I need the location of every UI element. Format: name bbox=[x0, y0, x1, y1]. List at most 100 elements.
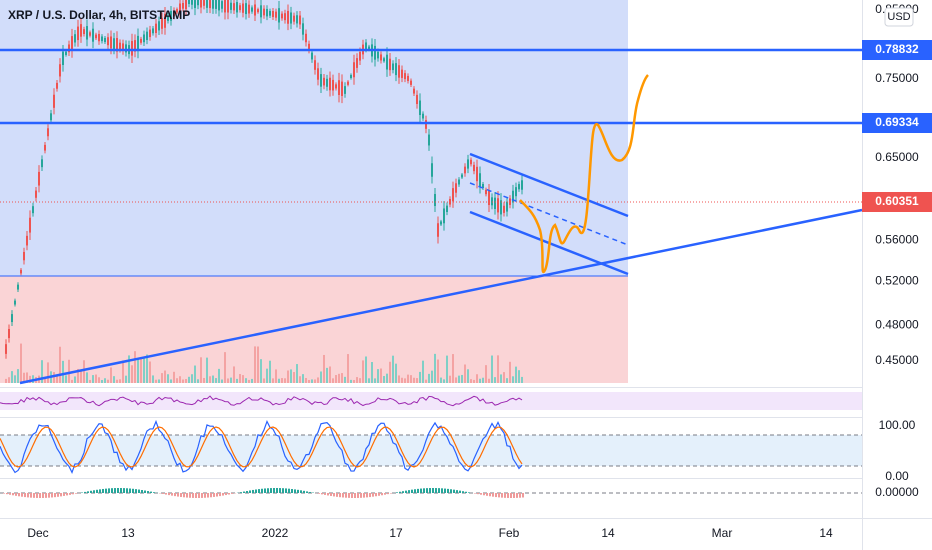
volume-bar bbox=[272, 378, 274, 383]
candle-body bbox=[194, 0, 196, 8]
indicator-tick: 0.00000 bbox=[875, 485, 919, 499]
volume-bar bbox=[101, 379, 103, 383]
macd-hist bbox=[273, 488, 275, 493]
volume-bar bbox=[182, 379, 184, 383]
price-tag bbox=[862, 192, 932, 212]
volume-bar bbox=[383, 376, 385, 383]
indicator-tick: 100.00 bbox=[879, 418, 916, 432]
macd-hist bbox=[348, 493, 350, 498]
volume-bar bbox=[395, 363, 397, 383]
macd-hist bbox=[168, 493, 170, 496]
macd-hist bbox=[450, 489, 452, 493]
volume-bar bbox=[356, 377, 358, 383]
candle-body bbox=[395, 63, 397, 76]
candle-body bbox=[356, 58, 358, 68]
candle-body bbox=[137, 35, 139, 51]
volume-bar bbox=[449, 375, 451, 383]
macd-hist bbox=[126, 488, 128, 493]
price-tick: 0.65000 bbox=[875, 150, 919, 164]
candle-body bbox=[56, 82, 58, 89]
macd-hist bbox=[192, 493, 194, 498]
currency-button[interactable] bbox=[884, 7, 914, 27]
candle-body bbox=[188, 0, 190, 5]
price-tick: 0.48000 bbox=[875, 318, 919, 332]
candle-body bbox=[74, 34, 76, 43]
volume-bar bbox=[404, 378, 406, 383]
candle-body bbox=[134, 40, 136, 52]
volume-bar bbox=[470, 379, 472, 383]
candle-body bbox=[419, 100, 421, 116]
volume-bar bbox=[104, 378, 106, 383]
macd-hist bbox=[135, 489, 137, 493]
candle-body bbox=[296, 15, 298, 24]
macd-hist bbox=[483, 493, 485, 496]
candle-body bbox=[470, 159, 472, 165]
volume-bar bbox=[143, 356, 145, 383]
candle-body bbox=[17, 284, 19, 290]
macd-hist bbox=[342, 493, 344, 498]
volume-bar bbox=[305, 377, 307, 383]
macd-hist bbox=[357, 493, 359, 498]
candle-body bbox=[149, 29, 151, 38]
macd-hist bbox=[507, 493, 509, 498]
macd-hist bbox=[360, 493, 362, 498]
candle-body bbox=[440, 221, 442, 225]
rsi-band bbox=[0, 392, 862, 410]
candle-body bbox=[242, 3, 244, 13]
macd-hist bbox=[45, 493, 47, 498]
candle-body bbox=[104, 37, 106, 43]
candle-body bbox=[506, 201, 508, 212]
macd-hist bbox=[453, 489, 455, 493]
time-tick: Mar bbox=[712, 526, 733, 540]
macd-hist bbox=[99, 489, 101, 493]
macd-hist bbox=[411, 489, 413, 493]
volume-bar bbox=[311, 379, 313, 383]
candle-body bbox=[92, 28, 94, 42]
volume-bar bbox=[506, 378, 508, 383]
macd-hist bbox=[510, 493, 512, 498]
macd-hist bbox=[486, 493, 488, 496]
candle-body bbox=[497, 198, 499, 213]
candle-body bbox=[20, 269, 22, 274]
macd-hist bbox=[174, 493, 176, 497]
volume-bar bbox=[386, 373, 388, 383]
volume-bar bbox=[401, 377, 403, 383]
volume-bar bbox=[11, 371, 13, 383]
volume-bar bbox=[488, 378, 490, 383]
candle-body bbox=[110, 36, 112, 49]
volume-bar bbox=[191, 374, 193, 383]
volume-bar bbox=[422, 360, 424, 383]
macd-hist bbox=[489, 493, 491, 497]
volume-bar bbox=[110, 367, 112, 383]
volume-bar bbox=[398, 375, 400, 383]
macd-hist bbox=[108, 488, 110, 493]
macd-hist bbox=[375, 493, 377, 497]
candle-body bbox=[227, 0, 229, 13]
candle-body bbox=[50, 113, 52, 121]
time-tick: Feb bbox=[499, 526, 520, 540]
macd-hist bbox=[120, 488, 122, 493]
volume-bar bbox=[29, 375, 31, 383]
macd-hist bbox=[90, 490, 92, 493]
macd-hist bbox=[495, 493, 497, 498]
candle-body bbox=[158, 21, 160, 31]
candle-body bbox=[467, 159, 469, 169]
candle-body bbox=[44, 144, 46, 151]
volume-bar bbox=[122, 360, 124, 383]
volume-bar bbox=[320, 371, 322, 383]
macd-hist bbox=[465, 491, 467, 493]
candle-body bbox=[161, 17, 163, 29]
volume-bar bbox=[296, 364, 298, 383]
candle-body bbox=[281, 13, 283, 19]
currency[interactable]: USD bbox=[887, 11, 910, 23]
volume-bar bbox=[374, 378, 376, 383]
volume-bar bbox=[152, 375, 154, 383]
volume-bar bbox=[347, 354, 349, 383]
candle-body bbox=[26, 235, 28, 246]
volume-bar bbox=[137, 358, 139, 383]
volume-bar bbox=[116, 379, 118, 383]
volume-bar bbox=[353, 379, 355, 383]
macd-hist bbox=[303, 490, 305, 493]
candle-body bbox=[143, 34, 145, 43]
candle-body bbox=[326, 78, 328, 87]
